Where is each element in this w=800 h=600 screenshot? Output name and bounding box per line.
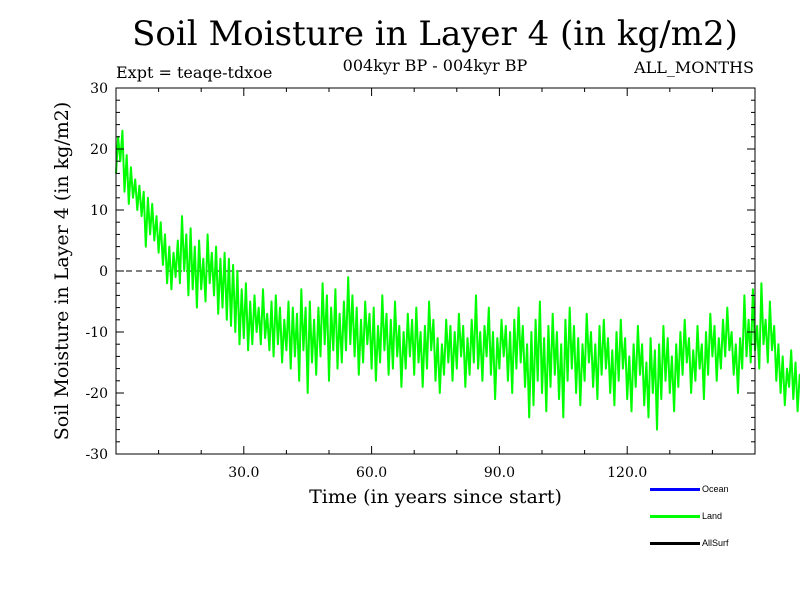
legend-label: Ocean bbox=[702, 484, 729, 494]
y-tick-label: 10 bbox=[90, 203, 108, 219]
ticks-layer: -30 -20 -10 0 10 20 30 30.0 60.0 90.0 120.0 bbox=[85, 81, 755, 481]
y-tick-label: 0 bbox=[99, 264, 108, 280]
legend-label: Land bbox=[702, 511, 723, 521]
y-tick-label: -20 bbox=[85, 386, 108, 402]
months-label: ALL_MONTHS bbox=[634, 58, 754, 77]
x-tick-label: 60.0 bbox=[356, 465, 387, 481]
legend-item-ocean: Ocean bbox=[650, 484, 729, 494]
x-axis-label: Time (in years since start) bbox=[309, 486, 562, 508]
experiment-label: Expt = teaqe-tdxoe bbox=[116, 63, 273, 82]
legend-swatch bbox=[650, 542, 700, 546]
legend-item-allsurf: AllSurf bbox=[650, 538, 729, 548]
series-layer bbox=[115, 129, 800, 431]
y-tick-label: 20 bbox=[90, 142, 108, 158]
y-axis-label: Soil Moisture in Layer 4 (in kg/m2) bbox=[51, 102, 73, 441]
legend-swatch bbox=[650, 488, 700, 492]
x-tick-label: 120.0 bbox=[607, 465, 647, 481]
legend-swatch bbox=[650, 515, 700, 519]
legend-label: AllSurf bbox=[702, 538, 729, 548]
y-tick-label: 30 bbox=[90, 81, 108, 97]
x-tick-label: 90.0 bbox=[484, 465, 515, 481]
series-line-land bbox=[115, 129, 800, 431]
x-tick-label: 30.0 bbox=[228, 465, 259, 481]
y-tick-label: -10 bbox=[85, 325, 108, 341]
period-label: 004kyr BP - 004kyr BP bbox=[342, 56, 528, 75]
legend-item-land: Land bbox=[650, 511, 722, 521]
y-tick-label: -30 bbox=[85, 447, 108, 463]
chart-title: Soil Moisture in Layer 4 (in kg/m2) bbox=[132, 14, 738, 54]
